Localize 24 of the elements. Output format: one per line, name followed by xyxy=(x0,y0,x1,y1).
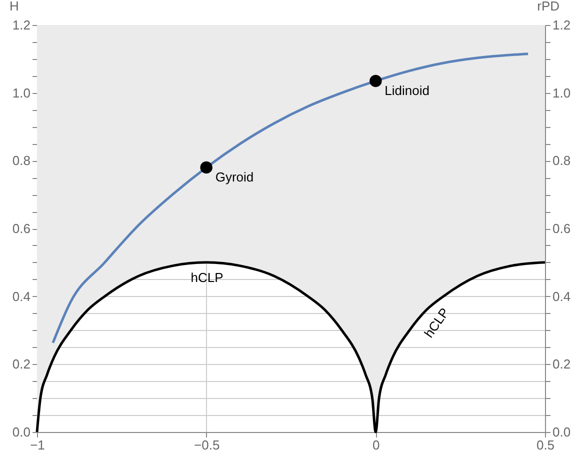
x-tick-label: −0.5 xyxy=(194,438,220,452)
y2-axis-title: rPD xyxy=(537,0,560,14)
y-tick-label: 0.8 xyxy=(12,153,30,168)
y-tick-label: 1.2 xyxy=(12,18,30,32)
y2-tick-label: 0.8 xyxy=(552,153,571,168)
annotation: Lidinoid xyxy=(384,82,430,98)
x-tick-label: 0.5 xyxy=(536,438,555,452)
annotation: hCLP xyxy=(190,270,224,285)
x-tick-label: 0 xyxy=(372,438,380,452)
y2-tick-label: 1.2 xyxy=(552,18,571,32)
x-tick-label: −1 xyxy=(30,438,45,452)
y2-tick-label: 0.6 xyxy=(552,221,571,236)
annotation: Gyroid xyxy=(215,169,254,184)
y-tick-label: 0.2 xyxy=(12,356,30,372)
y-tick-label: 0.6 xyxy=(12,221,30,236)
y-axis-title: H xyxy=(10,0,19,14)
line-series xyxy=(52,52,530,344)
y2-tick-label: 1.0 xyxy=(552,85,571,100)
y-tick-label: 0.0 xyxy=(12,424,30,440)
y2-tick-label: 0.4 xyxy=(552,288,571,304)
y-tick-label: 0.4 xyxy=(12,288,30,304)
y2-tick-label: 0.2 xyxy=(552,356,571,372)
y-tick-label: 1.0 xyxy=(12,85,30,100)
y2-tick-label: 0.0 xyxy=(552,424,571,440)
